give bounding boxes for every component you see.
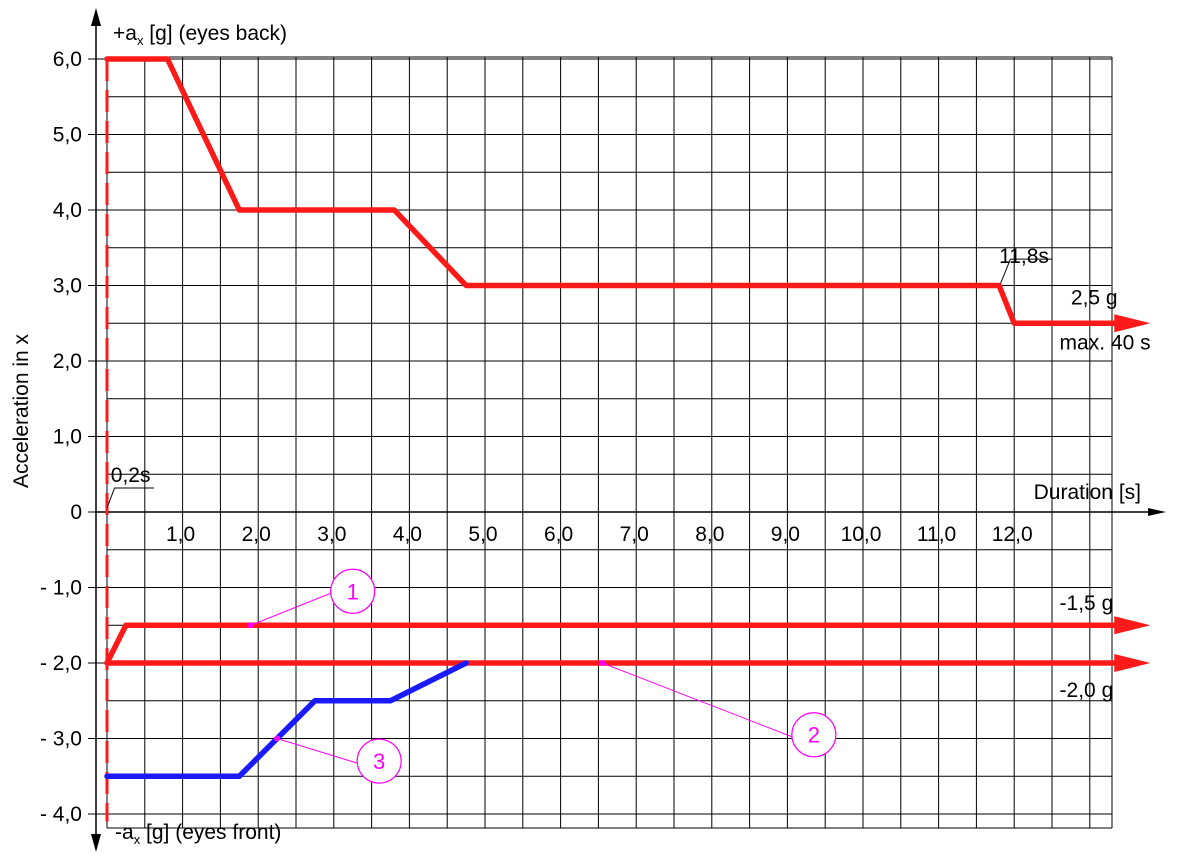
labels: Acceleration in x Duration [s] +ax [g] (… — [10, 22, 1151, 847]
grid — [88, 56, 1113, 829]
series-arrow-2 — [1114, 616, 1151, 635]
callout-dot-3 — [274, 735, 281, 742]
y-tick-label: - 1,0 — [40, 577, 82, 600]
y-axis-arrow-up — [91, 8, 101, 26]
callout-leader-2 — [601, 662, 793, 738]
y-tick-label: - 3,0 — [40, 728, 82, 751]
callouts: 1 2 3 — [247, 568, 837, 784]
leader-0-2s — [106, 487, 154, 509]
y-bottom-label-main: -a — [115, 821, 134, 844]
annotation-label: -2,0 g — [1060, 679, 1114, 702]
x-tick-label: 3,0 — [317, 523, 346, 546]
callout-leader-3 — [276, 738, 358, 764]
y-bottom-label-rest: [g] (eyes front) — [140, 821, 281, 844]
y-tick-label: 0 — [70, 501, 82, 524]
annotation-label: max. 40 s — [1060, 332, 1151, 355]
x-tick-label: 10,0 — [841, 523, 882, 546]
x-axis-arrow — [1148, 508, 1166, 516]
x-tick-label: 8,0 — [695, 523, 724, 546]
y-tick-label: 1,0 — [53, 426, 82, 449]
callout-label-3: 3 — [373, 749, 385, 774]
x-tick-label: 9,0 — [771, 523, 800, 546]
callout-circle-2 — [791, 712, 837, 758]
x-tick-label: 2,0 — [242, 523, 271, 546]
callout-leader-1 — [250, 592, 331, 626]
x-tick-label: 12,0 — [992, 523, 1033, 546]
y-tick-label: 3,0 — [53, 275, 82, 298]
callout-circle-1 — [330, 568, 376, 614]
y-tick-label: 4,0 — [53, 199, 82, 222]
y-tick-label: 5,0 — [53, 124, 82, 147]
y-bottom-label-sub: x — [134, 832, 141, 847]
callout-dot-1 — [247, 622, 254, 629]
x-axis-label: Duration [s] — [1034, 481, 1141, 504]
leader-11-8s — [1000, 258, 1052, 284]
callout-label-2: 2 — [808, 723, 820, 748]
callout-dot-2 — [599, 660, 606, 666]
series-line-4 — [104, 660, 469, 779]
series-line-2 — [104, 622, 1132, 666]
series-line-1 — [104, 56, 1132, 326]
annotation-label: 11,8s — [999, 245, 1049, 268]
annotation-label: 0,2s — [111, 464, 151, 487]
y-top-label: +ax [g] (eyes back) — [113, 22, 287, 48]
x-tick-label: 7,0 — [620, 523, 649, 546]
annotation-label: -1,5 g — [1060, 592, 1114, 615]
y-top-label-rest: [g] (eyes back) — [143, 22, 287, 45]
y-tick-label: 2,0 — [53, 350, 82, 373]
x-tick-label: 1,0 — [166, 523, 195, 546]
series-arrow-1 — [1114, 314, 1151, 333]
y-tick-label: - 4,0 — [40, 803, 82, 826]
y-axis-label: Acceleration in x — [10, 333, 33, 488]
y-top-label-main: +a — [113, 22, 137, 45]
y-bottom-label: -ax [g] (eyes front) — [115, 821, 281, 847]
y-top-label-sub: x — [137, 33, 144, 48]
annotation-label: 2,5 g — [1071, 286, 1118, 309]
x-tick-label: 5,0 — [468, 523, 497, 546]
callout-label-1: 1 — [347, 579, 359, 604]
x-tick-label: 6,0 — [544, 523, 573, 546]
callout-circle-3 — [356, 738, 402, 784]
series-arrow-3 — [1114, 654, 1151, 672]
y-axis-arrow-down — [91, 834, 101, 852]
x-tick-label: 4,0 — [393, 523, 422, 546]
series — [104, 56, 1151, 822]
y-tick-label: 6,0 — [53, 48, 82, 71]
y-tick-label: - 2,0 — [40, 652, 82, 675]
axes — [91, 8, 1166, 852]
x-tick-label: 11,0 — [917, 523, 956, 546]
